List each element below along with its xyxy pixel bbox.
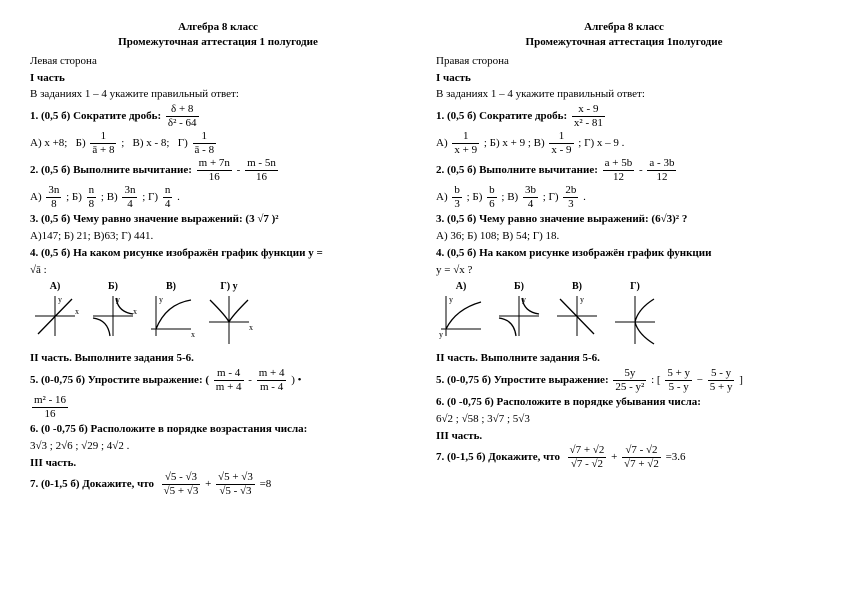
left-title1: Алгебра 8 класс [30,20,406,35]
svg-text:y: y [439,330,443,339]
svg-text:y: y [116,295,120,304]
graph-sqrt-icon: xy [146,294,196,339]
right-q3-ans: А) 36; Б) 108; В) 54; Г) 18. [436,229,812,244]
right-part1: I часть [436,71,812,86]
left-side: Левая сторона [30,54,406,69]
right-q7: 7. (0-1,5 б) Докажите, что √7 + √2√7 - √… [436,445,812,470]
left-q2: 2. (0,5 б) Выполните вычитание: m + 7n16… [30,158,406,183]
q1-fraction: δ + 8 δ² - 64 [166,104,199,129]
left-title2: Промежуточная аттестация 1 полугодие [30,35,406,50]
left-q5: 5. (0-0,75 б) Упростите выражение: ( m -… [30,368,406,393]
right-side: Правая сторона [436,54,812,69]
left-q4: 4. (0,5 б) На каком рисунке изображён гр… [30,246,406,261]
left-q6-vals: 3√3 ; 2√6 ; √29 ; 4√2 . [30,439,406,454]
right-q1-options: А) 1x + 9 ; Б) x + 9 ; В) 1x - 9 ; Г) x … [436,131,812,156]
left-q4e: √ā : [30,263,406,278]
svg-text:x: x [249,323,253,332]
left-part3: III часть. [30,456,406,471]
left-q3-ans: А)147; Б) 21; В)63; Г) 441. [30,229,406,244]
left-column: Алгебра 8 класс Промежуточная аттестация… [30,20,406,575]
svg-text:y: y [522,295,526,304]
svg-text:y: y [580,295,584,304]
svg-text:x: x [133,307,137,316]
svg-text:x: x [75,307,79,316]
right-q6-vals: 6√2 ; √58 ; 3√7 ; 5√3 [436,412,812,427]
right-q2-options: А) b3 ; Б) b6 ; В) 3b4 ; Г) 2b3 . [436,185,812,210]
graph-cusp-icon [610,294,660,349]
right-title2: Промежуточная аттестация 1полугодие [436,35,812,50]
graph-line-icon: xy [30,294,80,339]
right-instr: В заданиях 1 – 4 укажите правильный отве… [436,87,812,102]
left-part2-hdr: II часть. Выполните задания 5-6. [30,351,406,366]
right-q3: 3. (0,5 б) Чему равно значение выражений… [436,212,812,227]
left-instr: В заданиях 1 – 4 укажите правильный отве… [30,87,406,102]
svg-text:y: y [58,295,62,304]
graph-hyperbola-icon: xy [88,294,138,339]
svg-text:y: y [159,295,163,304]
right-part3: III часть. [436,429,812,444]
left-q6: 6. (0 -0,75 б) Расположите в порядке воз… [30,422,406,437]
right-q4: 4. (0,5 б) На каком рисунке изображён гр… [436,246,812,261]
right-column: Алгебра 8 класс Промежуточная аттестация… [436,20,812,575]
right-q5: 5. (0-0,75 б) Упростите выражение: 5y25 … [436,368,812,393]
graph-line-down-icon: y [552,294,602,339]
svg-text:y: y [449,295,453,304]
left-part1: I часть [30,71,406,86]
left-q2-options: А) 3n8 ; Б) n8 ; В) 3n4 ; Г) n4 . [30,185,406,210]
right-q4e: y = √x ? [436,263,812,278]
right-q1: 1. (0,5 б) Сократите дробь: x - 9x² - 81 [436,104,812,129]
right-q2: 2. (0,5 б) Выполните вычитание: a + 5b12… [436,158,812,183]
svg-text:x: x [191,330,195,339]
right-graphs: А) yy Б) y В) y Г) [436,280,812,350]
graph-hyperbola-icon: y [494,294,544,339]
left-graphs: А) xy Б) xy В) xy Г) y x [30,280,406,350]
graph-sqrt-icon: yy [436,294,486,339]
left-q1: 1. (0,5 б) Сократите дробь: δ + 8 δ² - 6… [30,104,406,129]
left-q1-options: А) x +8; Б) 1ā + 8 ; В) x - 8; Г) 1ā - 8 [30,131,406,156]
right-q6: 6. (0 -0,75 б) Расположите в порядке убы… [436,395,812,410]
left-q7: 7. (0-1,5 б) Докажите, что √5 - √3√5 + √… [30,472,406,497]
graph-cusp-icon: x [204,294,254,349]
right-part2-hdr: II часть. Выполните задания 5-6. [436,351,812,366]
left-q3: 3. (0,5 б) Чему равно значение выражений… [30,212,406,227]
right-title1: Алгебра 8 класс [436,20,812,35]
